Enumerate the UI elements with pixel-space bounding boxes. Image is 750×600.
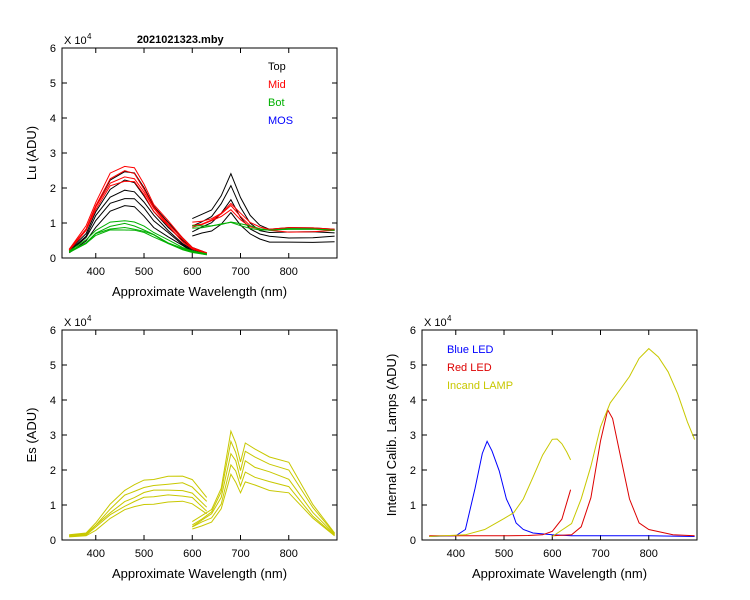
series-line-red-led	[552, 408, 695, 537]
y-tick-label: 2	[410, 465, 416, 477]
y-axis-label: Es (ADU)	[24, 408, 39, 463]
series-line-es-red	[192, 429, 335, 534]
legend-entry: Red LED	[447, 362, 492, 374]
x-tick-label: 800	[280, 266, 298, 278]
series-line-bot	[68, 229, 207, 256]
x-tick-label: 700	[231, 548, 249, 560]
y-tick-label: 6	[410, 325, 416, 337]
y-tick-label: 1	[50, 218, 56, 230]
series-line-incand-lamp	[552, 347, 696, 537]
y-tick-label: 1	[50, 500, 56, 512]
y-axis-label: Internal Calib. Lamps (ADU)	[384, 354, 399, 517]
series-line-es-red	[192, 472, 335, 537]
scale-label: X 10	[424, 317, 447, 329]
scale-exponent: 4	[447, 314, 452, 323]
y-axis-label: Lu (ADU)	[24, 126, 39, 180]
series-line-mid-red	[192, 202, 335, 230]
legend-entry: Blue LED	[447, 344, 494, 356]
series-line-red-led-lower-	[429, 489, 572, 537]
y-tick-label: 3	[410, 430, 416, 442]
y-tick-label: 6	[50, 325, 56, 337]
series-line-es-blue	[69, 494, 208, 537]
chart-title: 2021021323.mby	[137, 34, 225, 46]
scale-label: X 10	[64, 35, 87, 47]
y-tick-label: 6	[50, 43, 56, 55]
x-tick-label: 400	[87, 266, 105, 278]
series-line-es-blue	[69, 489, 208, 537]
series-line-top	[68, 179, 207, 254]
x-tick-label: 500	[135, 266, 153, 278]
x-tick-label: 600	[183, 548, 201, 560]
series-line-bot	[68, 220, 207, 255]
x-axis-label: Approximate Wavelength (nm)	[112, 566, 287, 581]
scale-label: X 10	[64, 317, 87, 329]
x-tick-label: 500	[495, 548, 513, 560]
series-line-top	[68, 189, 207, 255]
x-tick-label: 400	[447, 548, 465, 560]
x-axis-label: Approximate Wavelength (nm)	[112, 284, 287, 299]
series-line-bot-red	[192, 221, 335, 231]
legend-entry: Mid	[268, 79, 286, 91]
y-tick-label: 5	[50, 360, 56, 372]
legend-entry: Incand LAMP	[447, 380, 513, 392]
series-line-bot-red	[192, 221, 335, 231]
y-tick-label: 1	[410, 500, 416, 512]
y-tick-label: 3	[50, 430, 56, 442]
series-line-mid	[68, 170, 207, 254]
y-tick-label: 0	[50, 535, 56, 547]
legend-entry: Bot	[268, 97, 285, 109]
y-tick-label: 4	[50, 395, 56, 407]
x-tick-label: 400	[87, 548, 105, 560]
scale-exponent: 4	[87, 314, 92, 323]
legend-entry: MOS	[268, 115, 293, 127]
x-tick-label: 700	[591, 548, 609, 560]
y-tick-label: 0	[410, 535, 416, 547]
series-line-es-blue	[69, 475, 208, 536]
y-tick-label: 5	[410, 360, 416, 372]
y-tick-label: 3	[50, 148, 56, 160]
series-line-bot	[68, 226, 207, 255]
series-line-top	[68, 205, 207, 256]
series-line-es-red	[192, 463, 335, 536]
series-line-blue-led	[429, 440, 695, 537]
x-tick-label: 600	[183, 266, 201, 278]
x-tick-label: 800	[280, 548, 298, 560]
series-line-top	[68, 198, 207, 255]
x-tick-label: 800	[640, 548, 658, 560]
x-tick-label: 500	[135, 548, 153, 560]
y-tick-label: 4	[50, 113, 56, 125]
x-tick-label: 700	[231, 266, 249, 278]
series-line-incand-lamp-lower-	[429, 438, 572, 537]
series-line-es-blue	[69, 500, 207, 538]
y-tick-label: 4	[410, 395, 416, 407]
series-line-mid	[68, 165, 207, 254]
y-tick-label: 2	[50, 183, 56, 195]
legend-entry: Top	[268, 61, 286, 73]
series-line-mid-red	[192, 209, 335, 233]
x-tick-label: 600	[543, 548, 561, 560]
y-tick-label: 0	[50, 253, 56, 265]
series-line-top-red	[192, 211, 335, 243]
scale-exponent: 4	[87, 32, 92, 41]
y-tick-label: 2	[50, 465, 56, 477]
series-line-es-blue	[69, 482, 208, 536]
series-line-es-red	[192, 439, 335, 535]
series-line-mid	[68, 180, 207, 254]
x-axis-label: Approximate Wavelength (nm)	[472, 566, 647, 581]
y-tick-label: 5	[50, 78, 56, 90]
series-line-es-red	[192, 452, 335, 535]
